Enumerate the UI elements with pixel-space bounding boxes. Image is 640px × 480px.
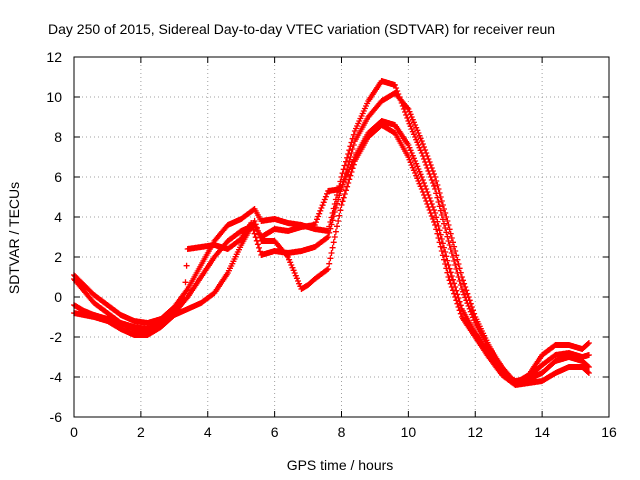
- y-tick-label: -2: [50, 329, 63, 345]
- x-tick-label: 0: [70, 424, 78, 440]
- x-tick-label: 6: [271, 424, 279, 440]
- ticks: 0 2 4 6 8 10 12 14 16 -6 -4 -2 0 2 4 6 8 10 12: [46, 49, 617, 440]
- x-tick-label: 10: [401, 424, 417, 440]
- y-tick-label: 10: [46, 89, 62, 105]
- x-tick-label: 8: [338, 424, 346, 440]
- x-tick-label: 12: [467, 424, 483, 440]
- x-tick-label: 2: [137, 424, 145, 440]
- y-tick-label: 6: [54, 169, 62, 185]
- y-tick-label: 0: [54, 289, 62, 305]
- chart-title: Day 250 of 2015, Sidereal Day-to-day VTE…: [48, 21, 555, 37]
- x-tick-label: 4: [204, 424, 212, 440]
- y-tick-label: -6: [50, 409, 63, 425]
- x-tick-label: 16: [601, 424, 617, 440]
- y-tick-label: 4: [54, 209, 62, 225]
- y-tick-label: -4: [50, 369, 63, 385]
- y-tick-label: 2: [54, 249, 62, 265]
- x-tick-label: 14: [534, 424, 550, 440]
- y-tick-label: 8: [54, 129, 62, 145]
- y-tick-label: 12: [46, 49, 62, 65]
- y-axis-label: SDTVAR / TECUs: [6, 182, 22, 294]
- x-axis-label: GPS time / hours: [287, 457, 394, 473]
